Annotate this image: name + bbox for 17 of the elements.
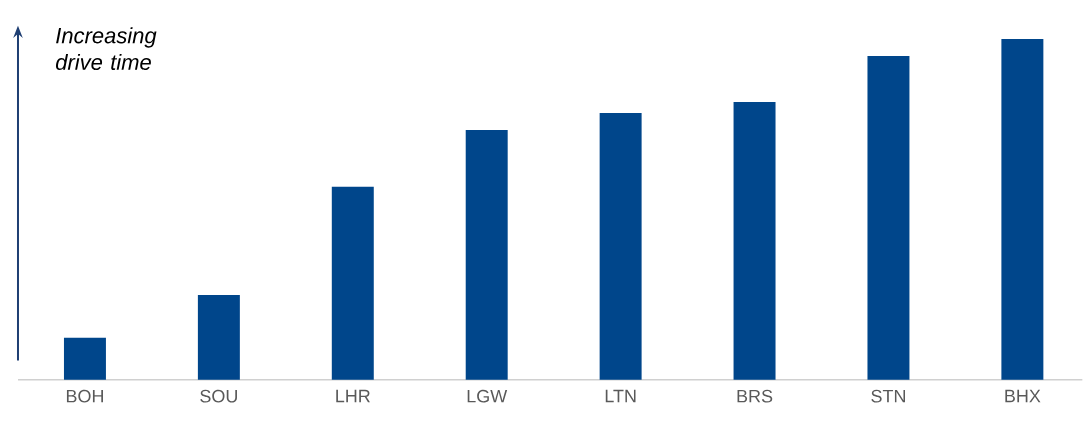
x-tick-label: BOH <box>66 389 103 403</box>
x-tick-label: LGW <box>467 389 508 403</box>
bar <box>465 130 508 380</box>
x-tick-label: BHX <box>1005 389 1041 403</box>
x-tick-label: LTN <box>605 389 636 403</box>
x-tick-label: STN <box>871 389 905 403</box>
bar <box>733 102 776 380</box>
bar <box>63 337 106 380</box>
x-tick-label: BRS <box>737 389 773 403</box>
bar <box>599 113 642 380</box>
annotation: Increasing drive time <box>55 27 157 71</box>
bar <box>867 56 910 380</box>
bar <box>1001 39 1044 380</box>
x-tick-label: SOU <box>200 389 237 403</box>
bar <box>197 295 240 380</box>
bar <box>331 187 374 380</box>
x-tick-label: LHR <box>336 389 370 403</box>
